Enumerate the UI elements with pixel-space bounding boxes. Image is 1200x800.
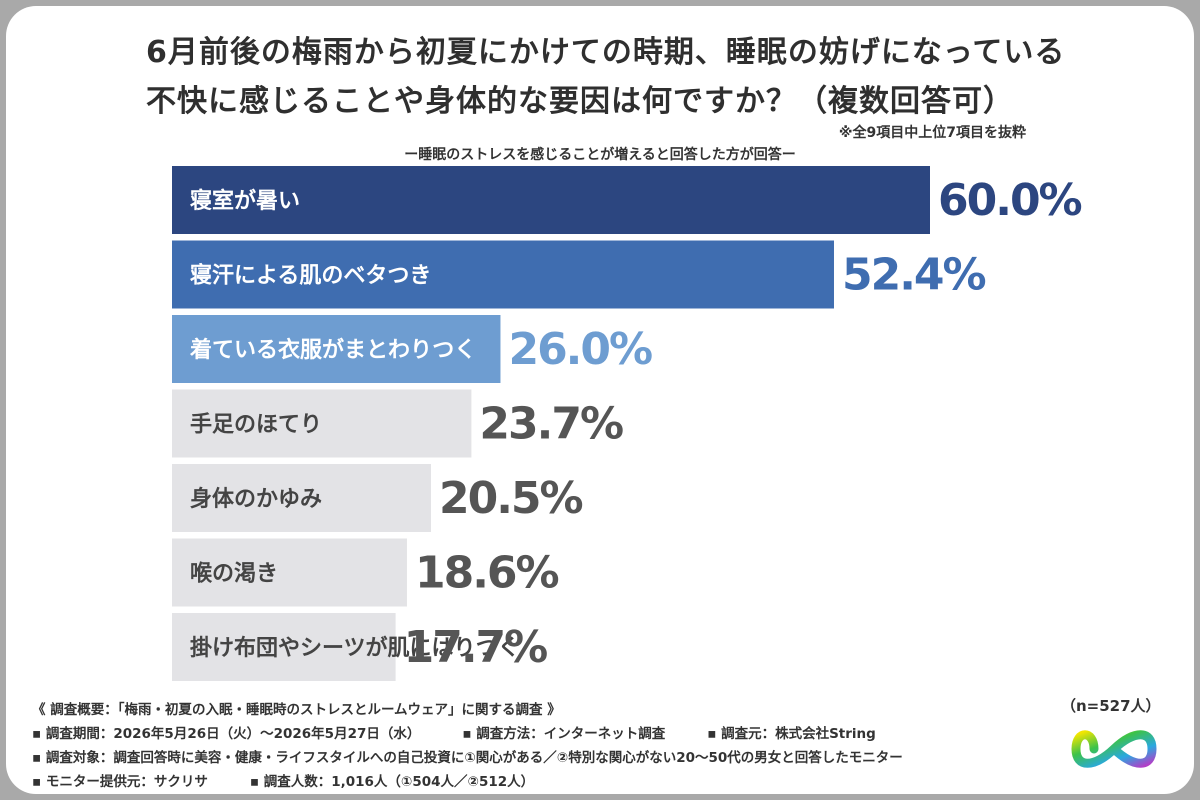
survey-provider-row: ▪ モニター提供元：サクリサ ▪ 調査人数：1,016人（①504人／②512人） — [32, 770, 1052, 794]
bar — [172, 389, 472, 458]
bar-category-label: 手足のほてり — [190, 413, 322, 438]
scope-note: ※全9項目中上位7項目を抜粋 — [838, 125, 1026, 141]
bar-value-label: 17.7% — [404, 622, 548, 673]
chart-subtitle: ー睡眠のストレスを感じることが増えると回答した方が回答ー — [404, 147, 796, 163]
bar-value-label: 60.0% — [938, 175, 1082, 226]
bar-category-label: 掛け布団やシーツが肌にはりつく — [190, 635, 520, 661]
bar — [172, 315, 501, 383]
bar — [172, 240, 834, 309]
bar-chart: 寝室が暑い 60.0% 寝汗による肌のベタつき 52.4% 着ている衣服がまとわりつく 2… — [172, 166, 1084, 681]
title-line-2: 不快に感じることや身体的な要因は何ですか？（複数回答可） — [146, 84, 1014, 119]
bar-category-label: 着ている衣服がまとわりつく — [189, 337, 476, 363]
survey-overview: 《 調査概要：「梅雨・初夏の入眠・睡眠時のストレスとルームウェア」に関する調査 … — [32, 702, 561, 718]
survey-footer: 《 調査概要：「梅雨・初夏の入眠・睡眠時のストレスとルームウェア」に関する調査 … — [32, 698, 1052, 794]
bar-group: 身体のかゆみ 20.5% — [172, 464, 585, 532]
chart-title: 6月前後の梅雨から初夏にかけての時期、睡眠の妨げになっている 不快に感じることや… — [146, 28, 1106, 126]
bar-category-label: 寝汗による肌のベタつき — [190, 263, 431, 289]
bar-category-label: 喉の渇き — [190, 561, 278, 587]
bar-category-label: 寝室が暑い — [190, 188, 300, 214]
bar-group: 手足のほてり 23.7% — [172, 389, 625, 458]
sample-size: （n=527人） — [1061, 697, 1161, 715]
bar-group: 着ている衣服がまとわりつく 26.0% — [172, 315, 654, 383]
bar-value-label: 26.0% — [508, 324, 652, 375]
survey-period-row: ▪ 調査期間：2026年5月26日（火）〜2026年5月27日（水） ▪ 調査方法… — [32, 722, 1052, 746]
bar-value-label: 52.4% — [842, 250, 986, 301]
bar — [172, 166, 930, 234]
survey-provider: ▪ モニター提供元：サクリサ — [32, 774, 208, 790]
bar — [172, 538, 407, 607]
bar-value-label: 18.6% — [415, 548, 559, 599]
bar-value-label: 23.7% — [479, 399, 623, 450]
bar-group: 喉の渇き 18.6% — [172, 538, 561, 607]
bar-group: 寝室が暑い 60.0% — [172, 166, 1084, 234]
survey-period: ▪ 調査期間：2026年5月26日（火）〜2026年5月27日（水） — [32, 726, 421, 742]
chart-card: 6月前後の梅雨から初夏にかけての時期、睡眠の妨げになっている 不快に感じることや… — [6, 6, 1194, 794]
bar-category-label: 身体のかゆみ — [190, 486, 322, 512]
title-line-1: 6月前後の梅雨から初夏にかけての時期、睡眠の妨げになっている — [146, 35, 1066, 70]
survey-source: ▪ 調査元：株式会社String — [707, 726, 876, 742]
survey-count: ▪ 調査人数：1,016人（①504人／②512人） — [249, 774, 535, 790]
bar — [172, 464, 431, 532]
bar — [172, 613, 396, 681]
bar-group: 寝汗による肌のベタつき 52.4% — [172, 240, 988, 309]
brand-logo-icon — [1071, 730, 1157, 768]
survey-method: ▪ 調査方法：インターネット調査 — [462, 726, 666, 742]
survey-target: ▪ 調査対象：調査回答時に美容・健康・ライフスタイルへの自己投資に①関心がある／… — [32, 750, 903, 766]
bar-value-label: 20.5% — [439, 473, 583, 524]
